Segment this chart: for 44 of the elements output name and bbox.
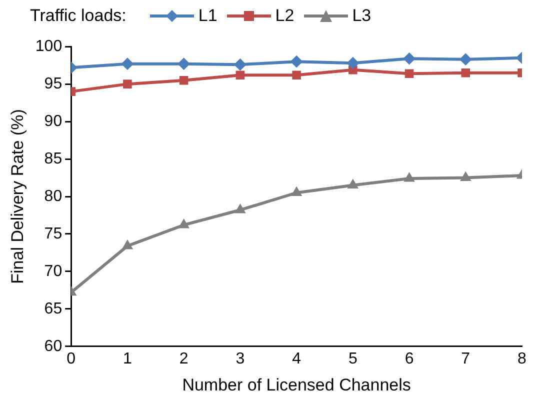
y-axis-title: Final Delivery Rate (%) <box>8 109 27 284</box>
point <box>348 179 358 189</box>
x-tick-label: 3 <box>236 350 245 368</box>
legend-title: Traffic loads: <box>30 6 126 26</box>
x-tick-label: 2 <box>179 350 188 368</box>
point <box>178 58 190 70</box>
x-axis-title: Number of Licensed Channels <box>182 375 411 394</box>
x-tick-label: 6 <box>404 350 414 368</box>
x-tick-label: 1 <box>123 350 132 368</box>
point <box>404 69 414 78</box>
legend-label: L1 <box>198 6 218 26</box>
point <box>403 52 416 65</box>
x-tick-label: 8 <box>518 350 527 368</box>
y-tick-label: 80 <box>44 188 62 205</box>
point <box>292 70 301 80</box>
x-tick-label: 0 <box>66 350 76 368</box>
y-tick-label: 90 <box>44 112 62 130</box>
point <box>179 76 188 85</box>
point <box>460 172 471 182</box>
y-tick-label: 85 <box>44 150 62 168</box>
point <box>178 218 190 228</box>
y-tick-label: 65 <box>44 300 62 318</box>
y-tick-label: 60 <box>44 338 62 355</box>
point <box>123 80 132 88</box>
x-tick-label: 4 <box>292 350 302 368</box>
y-tick-label: 95 <box>44 75 62 92</box>
y-tick-label: 100 <box>35 38 62 56</box>
point <box>121 58 134 70</box>
point <box>291 186 302 196</box>
y-tick-label: 75 <box>44 225 62 242</box>
point <box>404 172 415 182</box>
point <box>234 58 246 71</box>
y-tick-label: 70 <box>44 262 62 280</box>
legend-label: L2 <box>275 6 294 26</box>
x-tick-label: 5 <box>348 350 358 368</box>
point <box>234 204 246 214</box>
point <box>461 68 470 78</box>
point <box>122 240 133 250</box>
point <box>460 53 472 66</box>
point <box>290 56 303 68</box>
point <box>236 70 245 80</box>
legend-label: L3 <box>352 6 372 26</box>
x-tick-label: 7 <box>461 350 470 368</box>
point <box>346 57 359 70</box>
